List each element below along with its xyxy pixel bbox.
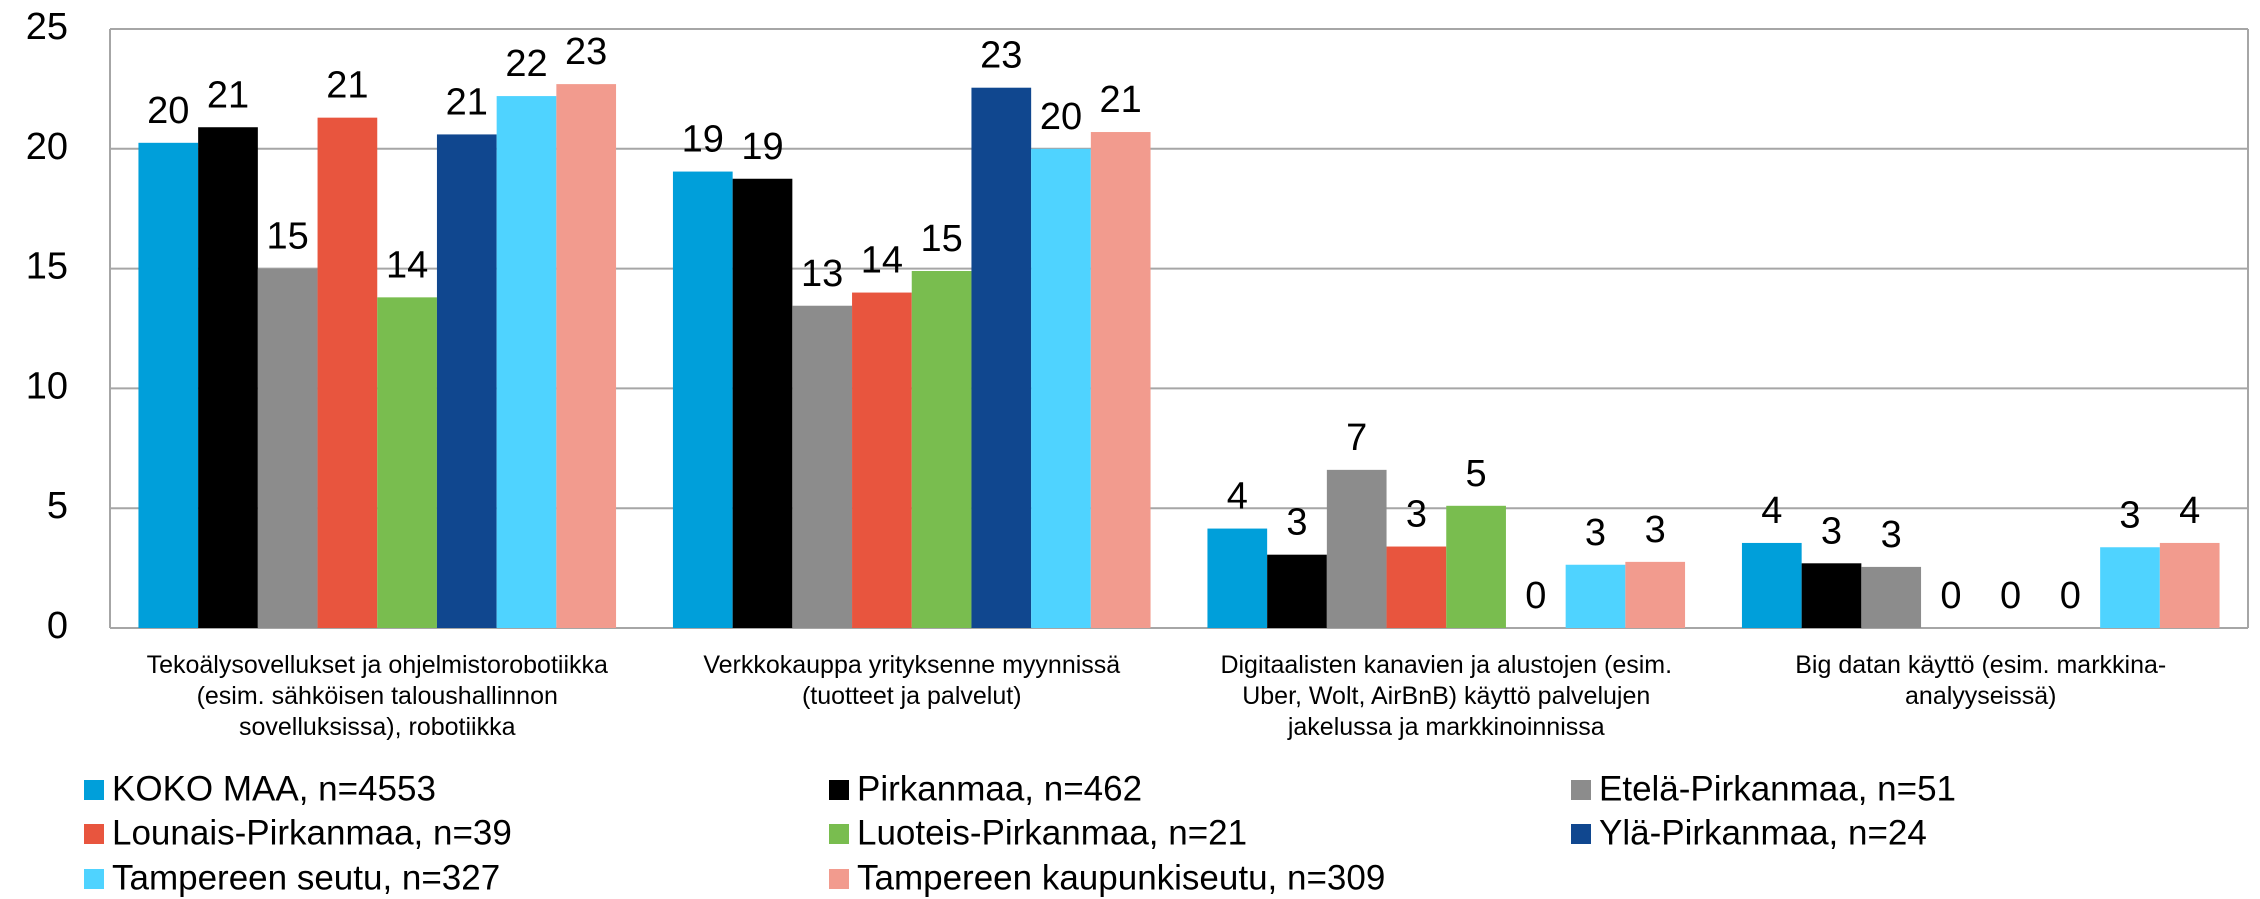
data-label: 21 [1100, 79, 1142, 121]
data-label: 3 [1585, 512, 1606, 554]
bar [1386, 546, 1447, 628]
bar [198, 127, 258, 629]
data-label: 14 [386, 244, 428, 286]
data-label: 0 [2000, 575, 2021, 617]
data-label: 15 [267, 216, 309, 258]
bar [971, 87, 1032, 628]
data-label: 4 [1761, 490, 1782, 532]
bar [792, 305, 853, 628]
x-tick-label: Digitaalisten kanavien ja alustojen (esi… [1220, 651, 1673, 741]
data-label: 15 [920, 218, 962, 260]
data-label: 7 [1346, 417, 1367, 459]
data-label: 0 [1940, 575, 1961, 617]
bar [1801, 563, 1862, 628]
bar [257, 268, 318, 628]
data-label: 23 [980, 35, 1022, 77]
legend-swatch [1571, 824, 1591, 844]
data-label: 4 [2179, 490, 2200, 532]
legend-label: Pirkanmaa, n=462 [857, 769, 1142, 808]
legend-swatch [84, 824, 104, 844]
data-label: 3 [1645, 509, 1666, 551]
bar [1031, 148, 1091, 629]
bar [672, 171, 733, 628]
data-label: 3 [1406, 494, 1427, 536]
bar [1090, 132, 1151, 628]
y-tick-label: 20 [26, 126, 68, 168]
data-label: 0 [1525, 575, 1546, 617]
y-tick-label: 15 [26, 246, 68, 288]
data-label: 23 [565, 31, 607, 73]
data-label: 21 [207, 74, 249, 116]
data-label: 3 [1881, 514, 1902, 556]
data-label: 3 [1821, 510, 1842, 552]
bar [436, 134, 497, 628]
y-tick-label: 10 [26, 365, 68, 407]
legend-label: Tampereen kaupunkiseutu, n=309 [857, 858, 1385, 897]
bar [1625, 561, 1686, 628]
legend-swatch [829, 869, 849, 889]
bar [496, 96, 557, 628]
bar [138, 142, 199, 628]
bar [2100, 547, 2160, 628]
legend-label: Tampereen seutu, n=327 [112, 858, 500, 897]
data-label: 20 [147, 90, 189, 132]
data-label: 14 [861, 240, 903, 282]
bar [1446, 505, 1506, 628]
y-tick-label: 25 [26, 6, 68, 48]
bar [1565, 564, 1626, 628]
data-label: 22 [505, 43, 547, 85]
legend-swatch [829, 824, 849, 844]
data-label: 19 [682, 119, 724, 161]
bar [732, 178, 793, 628]
bar [911, 270, 972, 628]
data-label: 3 [2119, 494, 2140, 536]
legend-label: KOKO MAA, n=4553 [112, 769, 436, 808]
data-label: 21 [326, 65, 368, 107]
data-label: 3 [1286, 502, 1307, 544]
legend-swatch [829, 780, 849, 800]
data-label: 21 [446, 81, 488, 123]
data-label: 4 [1227, 476, 1248, 518]
x-tick-label: Tekoälysovellukset ja ohjelmistorobotiik… [146, 651, 608, 741]
y-tick-label: 5 [47, 485, 68, 527]
bar [1207, 528, 1268, 628]
bar [556, 84, 617, 628]
bar [377, 297, 437, 628]
bar [1861, 566, 1922, 628]
legend-label: Luoteis-Pirkanmaa, n=21 [857, 813, 1247, 852]
bar [317, 117, 378, 628]
bar [2159, 542, 2220, 628]
x-tick-label: Big datan käyttö (esim. markkina-analyys… [1795, 651, 2167, 710]
bar [1267, 554, 1327, 628]
bar [1326, 469, 1387, 628]
legend-swatch [84, 869, 104, 889]
y-tick-label: 0 [47, 605, 68, 647]
x-tick-label: Verkkokauppa yrityksenne myynnissä (tuot… [703, 651, 1121, 710]
data-label: 13 [801, 253, 843, 295]
legend-label: Etelä-Pirkanmaa, n=51 [1599, 769, 1956, 808]
data-label: 20 [1040, 96, 1082, 138]
data-label: 5 [1466, 453, 1487, 495]
legend-swatch [1571, 780, 1591, 800]
legend-label: Ylä-Pirkanmaa, n=24 [1599, 813, 1927, 852]
legend-swatch [84, 780, 104, 800]
bar [852, 292, 912, 628]
legend-label: Lounais-Pirkanmaa, n=39 [112, 813, 512, 852]
data-label: 19 [741, 126, 783, 168]
bar [1741, 542, 1802, 628]
data-label: 0 [2060, 575, 2081, 617]
